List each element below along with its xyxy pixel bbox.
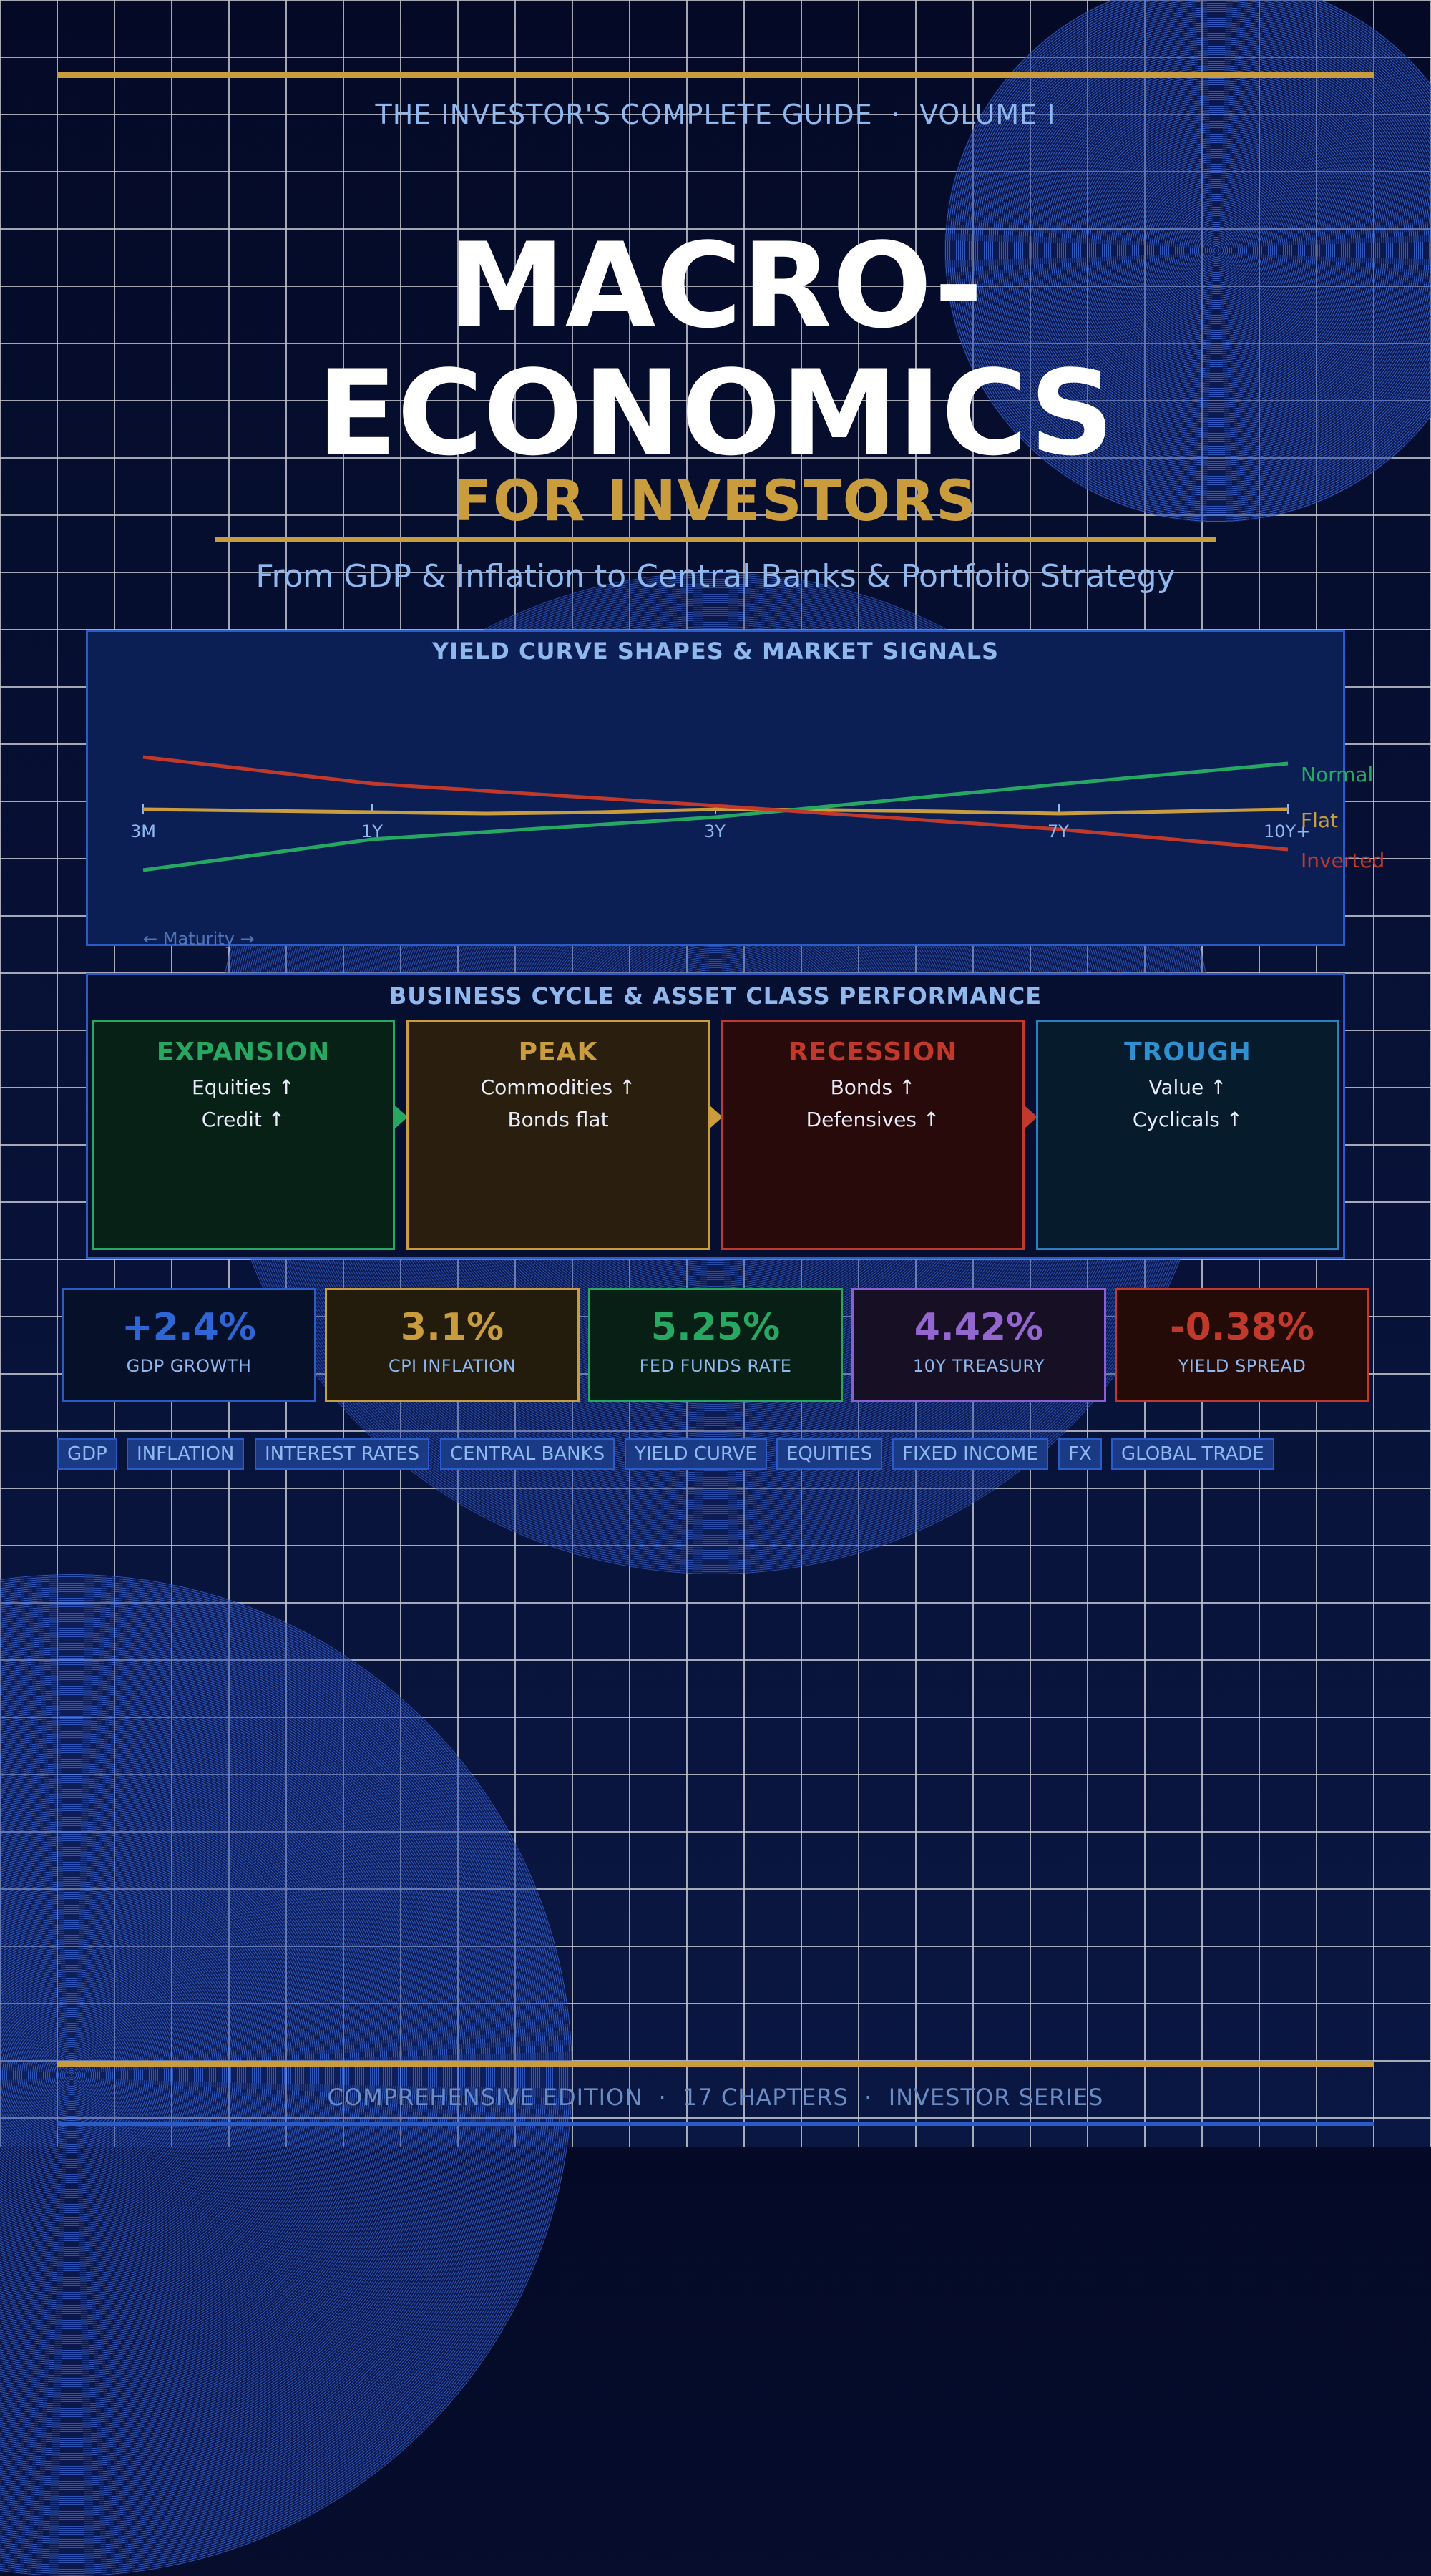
- phase-trough-line-1: Value ↑: [1148, 1075, 1227, 1099]
- business-cycle-title: BUSINESS CYCLE & ASSET CLASS PERFORMANCE: [389, 982, 1042, 1010]
- tick-7y: 7Y: [1047, 821, 1069, 841]
- arrow-right-icon: [395, 1106, 408, 1128]
- stat-yield-spread-value: -0.38%: [1170, 1306, 1314, 1349]
- tick-3y: 3Y: [704, 821, 726, 841]
- arrow-right-icon: [1025, 1106, 1037, 1128]
- subtitle: FOR INVESTORS: [453, 469, 978, 534]
- arrow-right-icon: [710, 1106, 723, 1128]
- phase-expansion: EXPANSION Equities ↑ Credit ↑: [92, 1020, 395, 1250]
- stat-gdp-growth-label: GDP GROWTH: [126, 1356, 252, 1376]
- yield-curve-title: YIELD CURVE SHAPES & MARKET SIGNALS: [431, 638, 1000, 665]
- decorative-circle-top-right: [944, 0, 1431, 522]
- subtitle-gold-rule: [215, 537, 1216, 542]
- tag-inflation[interactable]: INFLATION: [127, 1438, 245, 1470]
- phase-trough-name: TROUGH: [1124, 1038, 1251, 1067]
- tag-yield-curve[interactable]: YIELD CURVE: [625, 1438, 767, 1470]
- stat-10y-treasury: 4.42% 10Y TREASURY: [851, 1288, 1106, 1402]
- tag-fixed-income[interactable]: FIXED INCOME: [892, 1438, 1048, 1470]
- maturity-axis-label: ← Maturity →: [143, 929, 255, 949]
- stat-gdp-growth: +2.4% GDP GROWTH: [62, 1288, 316, 1402]
- series-line: THE INVESTOR'S COMPLETE GUIDE · VOLUME I: [375, 99, 1056, 130]
- phase-expansion-line-2: Credit ↑: [201, 1108, 285, 1131]
- tag-interest-rates[interactable]: INTEREST RATES: [255, 1438, 430, 1470]
- tagline: From GDP & Inflation to Central Banks & …: [255, 558, 1176, 595]
- phase-recession-line-2: Defensives ↑: [806, 1108, 940, 1131]
- stat-yield-spread-label: YIELD SPREAD: [1178, 1356, 1307, 1376]
- title-line-2: ECONOMICS: [316, 345, 1115, 482]
- bottom-blue-rule: [57, 2122, 1374, 2126]
- stat-cpi-inflation-label: CPI INFLATION: [388, 1356, 517, 1376]
- stat-yield-spread: -0.38% YIELD SPREAD: [1115, 1288, 1369, 1402]
- top-gold-rule: [57, 72, 1374, 78]
- phase-peak-line-1: Commodities ↑: [480, 1075, 636, 1099]
- tag-central-banks[interactable]: CENTRAL BANKS: [440, 1438, 615, 1470]
- legend-normal: Normal: [1301, 763, 1374, 786]
- stat-fed-funds-rate: 5.25% FED FUNDS RATE: [588, 1288, 843, 1402]
- title-line-1: MACRO-: [448, 218, 983, 354]
- phase-peak-name: PEAK: [518, 1038, 598, 1067]
- tag-global-trade[interactable]: GLOBAL TRADE: [1111, 1438, 1274, 1470]
- phase-expansion-line-1: Equities ↑: [192, 1075, 295, 1099]
- phase-trough: TROUGH Value ↑ Cyclicals ↑: [1036, 1020, 1339, 1250]
- tag-equities[interactable]: EQUITIES: [776, 1438, 883, 1470]
- footer-text: COMPREHENSIVE EDITION · 17 CHAPTERS · IN…: [327, 2084, 1104, 2111]
- stat-10y-treasury-label: 10Y TREASURY: [912, 1356, 1045, 1376]
- stat-gdp-growth-value: +2.4%: [122, 1306, 256, 1349]
- phase-expansion-name: EXPANSION: [156, 1038, 331, 1067]
- phase-recession-line-1: Bonds ↑: [830, 1075, 916, 1099]
- phase-trough-line-2: Cyclicals ↑: [1132, 1108, 1244, 1131]
- bottom-gold-rule: [57, 2061, 1374, 2067]
- tick-1y: 1Y: [361, 821, 383, 841]
- phase-recession: RECESSION Bonds ↑ Defensives ↑: [721, 1020, 1025, 1250]
- tag-gdp[interactable]: GDP: [57, 1438, 117, 1470]
- stat-fed-funds-rate-label: FED FUNDS RATE: [639, 1356, 792, 1376]
- legend-inverted: Inverted: [1301, 849, 1385, 872]
- stat-cpi-inflation-value: 3.1%: [400, 1306, 504, 1349]
- stat-fed-funds-rate-value: 5.25%: [650, 1306, 781, 1349]
- stat-10y-treasury-value: 4.42%: [914, 1306, 1044, 1349]
- tick-10y: 10Y+: [1264, 821, 1311, 841]
- phase-peak-line-2: Bonds flat: [507, 1108, 609, 1131]
- legend-flat: Flat: [1301, 809, 1339, 832]
- phase-recession-name: RECESSION: [788, 1038, 958, 1067]
- tick-3m: 3M: [130, 821, 156, 841]
- phase-peak: PEAK Commodities ↑ Bonds flat: [406, 1020, 710, 1250]
- stat-cpi-inflation: 3.1% CPI INFLATION: [325, 1288, 580, 1402]
- tag-fx[interactable]: FX: [1058, 1438, 1102, 1470]
- yield-curve-panel: YIELD CURVE SHAPES & MARKET SIGNALS: [86, 630, 1345, 946]
